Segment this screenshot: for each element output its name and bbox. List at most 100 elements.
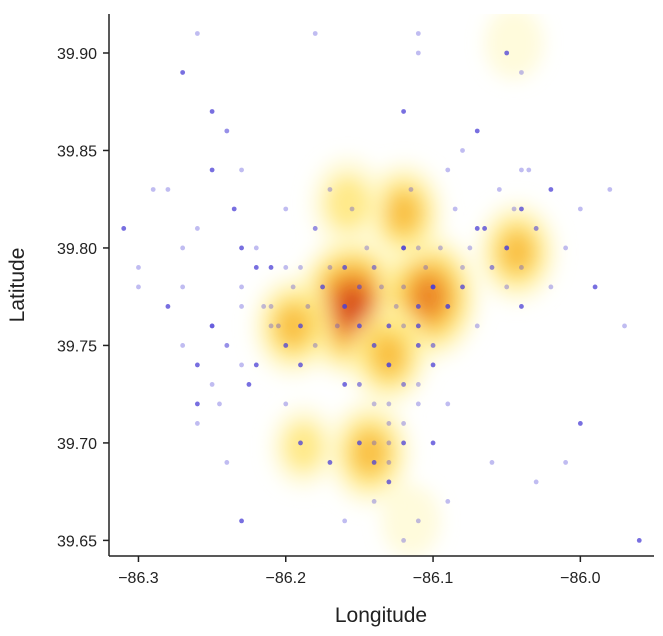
data-point [577, 421, 583, 426]
data-point [386, 440, 392, 446]
data-point [239, 362, 244, 368]
x-tick-label: −86.1 [413, 570, 454, 587]
data-point [445, 304, 451, 309]
data-point [408, 187, 414, 192]
data-point [415, 304, 421, 309]
data-point [357, 284, 362, 290]
data-point [636, 538, 642, 543]
data-point [607, 187, 613, 192]
data-point [224, 128, 230, 134]
data-point [445, 499, 451, 504]
data-point [224, 343, 230, 348]
data-point [371, 499, 377, 504]
data-point [165, 187, 171, 192]
data-point [371, 401, 377, 407]
data-point [445, 304, 451, 309]
data-point [283, 265, 289, 270]
data-point [379, 284, 384, 290]
data-point [217, 401, 222, 407]
data-point [224, 460, 230, 465]
data-point [224, 343, 230, 348]
data-point [548, 187, 554, 192]
y-tick-label: 39.80 [57, 241, 97, 258]
data-point [136, 284, 141, 290]
data-point [334, 323, 340, 329]
data-point [312, 226, 318, 231]
data-point [209, 323, 215, 329]
data-point [298, 362, 303, 368]
data-point [342, 265, 348, 270]
density-blob [499, 229, 535, 274]
data-point [467, 245, 473, 251]
data-point [415, 50, 421, 56]
data-point [415, 245, 421, 251]
y-ticks: 39.65 39.70 39.75 39.80 39.85 39.90 [57, 46, 109, 550]
data-point [312, 226, 318, 231]
density-blob [484, 14, 544, 81]
data-point [180, 70, 186, 75]
data-point [386, 460, 392, 465]
data-point [460, 265, 465, 270]
x-ticks: −86.3 −86.2 −86.1 −86.0 [118, 556, 601, 587]
data-point [194, 362, 200, 368]
y-tick-label: 39.90 [57, 46, 97, 63]
data-point [430, 343, 436, 348]
data-point [194, 31, 200, 36]
data-point [320, 284, 325, 290]
data-point [401, 421, 406, 426]
data-point [246, 382, 252, 387]
data-point [371, 460, 377, 465]
data-point [180, 343, 186, 348]
data-point [283, 401, 289, 407]
data-point [342, 304, 348, 309]
data-point [194, 421, 200, 426]
data-point [526, 167, 532, 173]
data-point [253, 362, 259, 368]
data-point [283, 206, 289, 212]
data-point [519, 70, 524, 75]
data-point [261, 304, 267, 309]
data-point [423, 265, 429, 270]
data-point [445, 167, 451, 173]
data-point [305, 304, 311, 309]
data-point [239, 245, 244, 251]
y-tick-label: 39.65 [57, 533, 97, 550]
density-blob [283, 421, 324, 472]
data-point [519, 304, 524, 309]
points-layer [121, 31, 642, 543]
x-axis-title: Longitude [335, 604, 427, 627]
data-point [504, 245, 510, 251]
data-point [415, 31, 421, 36]
data-point [511, 206, 517, 212]
data-point [563, 460, 569, 465]
data-point [504, 50, 510, 56]
data-point [371, 265, 377, 270]
density-blob [411, 274, 447, 319]
data-point [474, 226, 480, 231]
density-blob [325, 175, 370, 231]
data-point [180, 245, 186, 251]
data-point [239, 284, 244, 290]
density-blob [386, 190, 422, 235]
data-point [504, 245, 510, 251]
data-point [415, 343, 421, 348]
data-point [430, 440, 436, 446]
data-point [430, 362, 436, 368]
data-point [474, 128, 480, 134]
data-point [496, 187, 502, 192]
data-point [460, 284, 465, 290]
data-point [239, 304, 244, 309]
data-point [504, 284, 510, 290]
data-point [474, 323, 480, 329]
data-point [231, 206, 237, 212]
data-point [482, 226, 488, 231]
data-point [393, 304, 399, 309]
data-point [519, 167, 524, 173]
data-point [283, 343, 289, 348]
data-point [489, 265, 495, 270]
data-point [401, 440, 406, 446]
data-point [357, 382, 362, 387]
data-point [430, 284, 436, 290]
density-blob [336, 286, 368, 327]
